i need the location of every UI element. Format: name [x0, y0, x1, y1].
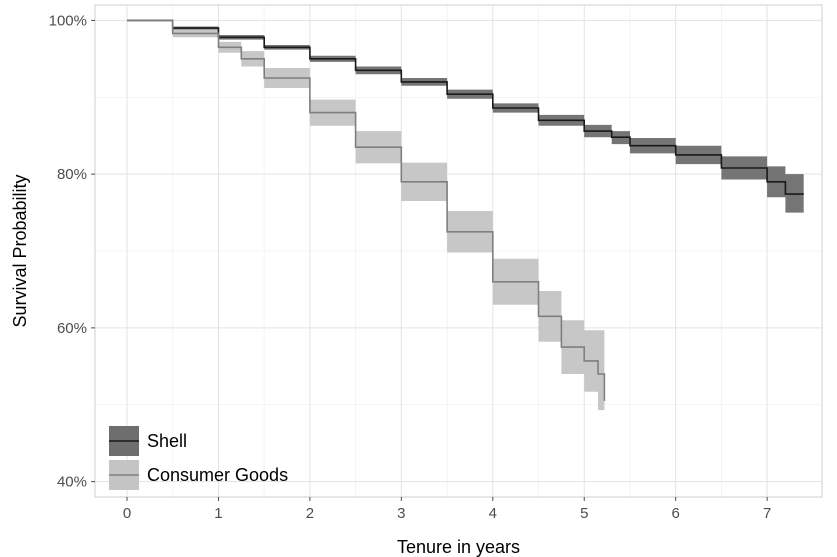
x-tick-label: 4: [489, 505, 497, 522]
survival-line-layer: [127, 20, 804, 401]
y-tick-label: 80%: [57, 166, 87, 183]
y-tick-label: 60%: [57, 320, 87, 337]
legend-label: Consumer Goods: [147, 465, 288, 485]
x-tick-label: 7: [763, 505, 771, 522]
x-tick-label: 5: [580, 505, 588, 522]
y-tick-label: 40%: [57, 474, 87, 491]
y-axis-title: Survival Probability: [10, 174, 30, 327]
x-tick-label: 6: [672, 505, 680, 522]
x-tick-label: 1: [214, 505, 222, 522]
x-tick-label: 2: [306, 505, 314, 522]
legend-key-shell: [109, 426, 139, 456]
y-axis-ticks: 40% 60% 80% 100%: [49, 12, 95, 490]
legend-label: Shell: [147, 431, 187, 451]
legend: Shell Consumer Goods: [109, 426, 288, 490]
x-tick-label: 0: [123, 505, 131, 522]
y-tick-label: 100%: [49, 12, 87, 29]
x-axis-title: Tenure in years: [397, 537, 520, 557]
survival-line-consumer-goods: [127, 20, 604, 401]
legend-key-consumer-goods: [109, 460, 139, 490]
confidence-band-layer: [127, 20, 804, 458]
x-tick-label: 3: [397, 505, 405, 522]
confidence-band-consumer-goods: [127, 20, 604, 458]
x-axis-ticks: 0 1 2 3 4 5 6 7: [123, 497, 771, 522]
